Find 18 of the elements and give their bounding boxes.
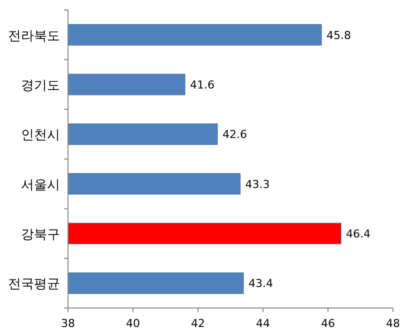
- y-tick-label: 경기도: [21, 78, 60, 94]
- x-tick-label: 44: [256, 317, 270, 330]
- y-tick-label: 강북구: [21, 228, 60, 242]
- data-label: 43.4: [248, 277, 273, 290]
- data-label: 43.3: [245, 178, 270, 191]
- y-tick-label: 인천시: [21, 128, 60, 144]
- x-tick-label: 46: [321, 317, 335, 330]
- data-label: 42.6: [222, 128, 247, 142]
- y-tick-label: 서울시: [21, 178, 60, 193]
- data-label: 41.6: [190, 78, 214, 92]
- y-tick-label: 전국평균: [8, 277, 60, 292]
- x-tick-label: 40: [126, 317, 140, 330]
- data-label: 45.8: [326, 28, 351, 42]
- x-tick-label: 48: [386, 317, 400, 330]
- data-label: 46.4: [346, 228, 370, 240]
- x-tick-label: 38: [61, 317, 75, 330]
- x-tick-label: 42: [191, 317, 205, 330]
- y-tick-label: 전라북도: [8, 28, 60, 44]
